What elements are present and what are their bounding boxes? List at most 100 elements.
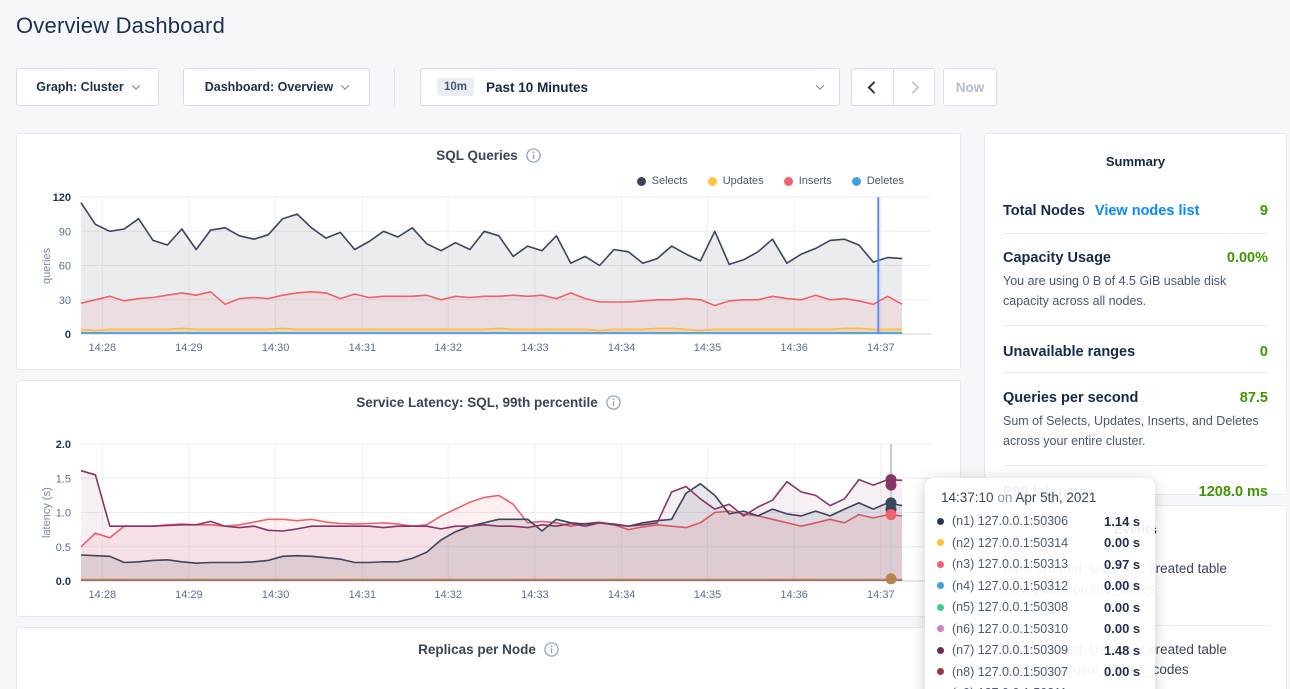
svg-text:0: 0 (65, 329, 71, 341)
service-latency-chart[interactable]: 0.0 0.5 1.0 1.5 2.0 14:28 14:29 14:30 14:31 14:32… (17, 381, 962, 618)
time-next-button[interactable] (893, 69, 934, 105)
total-nodes-label: Total Nodes (1003, 203, 1085, 219)
time-range-dropdown[interactable]: 10m Past 10 Minutes (420, 68, 840, 106)
node-address: (n7) 127.0.0.1:50309 (952, 643, 1069, 657)
unavailable-ranges-label: Unavailable ranges (1003, 344, 1136, 360)
service-latency-title: Service Latency: SQL, 99th percentile (356, 395, 598, 410)
node-color-dot (937, 646, 944, 654)
svg-text:14:30: 14:30 (262, 589, 290, 601)
svg-text:2.0: 2.0 (56, 439, 71, 451)
node-address: (n6) 127.0.0.1:50310 (952, 621, 1069, 636)
time-nav-group (851, 68, 935, 106)
legend-item-inserts: Inserts (783, 175, 832, 187)
legend-item-updates: Updates (707, 175, 764, 187)
capacity-usage-value: 0.00% (1226, 250, 1268, 266)
hover-tooltip-rows: (n1) 127.0.0.1:50306 1.14 s (n2) 127.0.0.1… (925, 512, 1155, 689)
node-color-dot (937, 539, 944, 546)
time-prev-button[interactable] (852, 69, 893, 105)
tooltip-node-row: (n1) 127.0.0.1:50306 1.14 s (925, 512, 1155, 530)
p99-latency-value: 1208.0 ms (1198, 484, 1268, 500)
svg-text:14:37: 14:37 (867, 589, 895, 601)
node-color-dot (937, 582, 944, 589)
capacity-usage-label: Capacity Usage (1003, 250, 1111, 266)
svg-text:0.0: 0.0 (56, 576, 71, 588)
legend-item-selects: Selects (636, 175, 688, 187)
chevron-down-icon (815, 81, 825, 90)
dashboard-dropdown[interactable]: Dashboard: Overview (183, 68, 370, 106)
tooltip-node-row: (n3) 127.0.0.1:50313 0.97 s (925, 555, 1155, 573)
qps-value: 87.5 (1239, 390, 1268, 406)
tooltip-node-row: (n4) 127.0.0.1:50312 0.00 s (925, 577, 1155, 595)
node-latency-value: 0.00 s (1104, 664, 1141, 679)
hover-tooltip: 14:37:10 on Apr 5th, 2021 (n1) 127.0.0.1… (925, 478, 1155, 689)
qps-description: Sum of Selects, Updates, Inserts, and De… (1003, 414, 1259, 448)
info-icon[interactable] (606, 395, 621, 410)
svg-text:1.5: 1.5 (56, 473, 71, 485)
sql-queries-card: SQL Queries Selects Updates Inserts Deletes… (16, 133, 961, 370)
node-color-dot (937, 603, 944, 611)
svg-text:14:35: 14:35 (694, 342, 722, 354)
node-address: (n1) 127.0.0.1:50306 (952, 514, 1069, 528)
sql-queries-legend: Selects Updates Inserts Deletes (636, 175, 904, 187)
legend-dot (783, 176, 793, 186)
summary-title: Summary (1105, 154, 1166, 169)
svg-text:14:37: 14:37 (867, 342, 895, 354)
svg-text:14:34: 14:34 (608, 342, 636, 354)
graph-dropdown[interactable]: Graph: Cluster (16, 68, 159, 106)
tooltip-date: Apr 5th, 2021 (1015, 490, 1097, 505)
svg-text:0.5: 0.5 (56, 542, 71, 554)
node-latency-value: 1.48 s (1104, 642, 1141, 658)
dashboard-dropdown-label: Dashboard: Overview (204, 80, 334, 94)
svg-text:14:36: 14:36 (780, 342, 808, 354)
chevron-right-icon (906, 80, 919, 94)
legend-label: Updates (722, 175, 764, 187)
legend-dot (636, 176, 646, 186)
tooltip-node-row: (n5) 127.0.0.1:50308 0.00 s (925, 598, 1155, 616)
chevron-down-icon (131, 81, 140, 90)
controls-divider (394, 68, 395, 106)
sql-queries-chart[interactable]: 0 30 60 90 120 14:28 14:29 14:30 14:31 14:32 14:33… (17, 134, 962, 371)
svg-text:14:31: 14:31 (349, 589, 377, 601)
node-latency-value: 0.00 s (1104, 599, 1141, 615)
qps-label: Queries per second (1003, 390, 1139, 406)
svg-text:14:32: 14:32 (434, 342, 462, 354)
svg-text:90: 90 (59, 226, 71, 238)
tooltip-node-row: (n9) 127.0.0.1:503110.00 s (925, 684, 1155, 689)
node-latency-value: 1.14 s (1104, 513, 1141, 529)
replicas-per-node-card: Replicas per Node (16, 627, 961, 689)
service-latency-card: Service Latency: SQL, 99th percentile la… (16, 380, 961, 617)
legend-label: Inserts (798, 175, 832, 187)
svg-text:14:29: 14:29 (175, 342, 203, 354)
sql-queries-title: SQL Queries (436, 148, 518, 163)
node-latency-value: 0.00 s (1104, 686, 1140, 689)
svg-text:14:33: 14:33 (521, 342, 549, 354)
svg-text:14:34: 14:34 (608, 589, 636, 601)
view-nodes-list-link[interactable]: View nodes list (1094, 203, 1200, 219)
tooltip-time: 14:37:10 (941, 490, 994, 505)
graph-dropdown-label: Graph: Cluster (36, 80, 124, 94)
svg-text:30: 30 (59, 295, 71, 307)
svg-text:60: 60 (59, 261, 71, 273)
node-color-dot (937, 560, 944, 568)
node-latency-value: 0.00 s (1104, 535, 1141, 550)
svg-text:14:30: 14:30 (262, 342, 290, 354)
info-icon[interactable] (526, 148, 541, 163)
node-latency-value: 0.97 s (1104, 556, 1141, 572)
info-icon[interactable] (544, 642, 559, 657)
svg-text:120: 120 (53, 192, 71, 204)
divider (1003, 465, 1268, 466)
node-color-dot (937, 668, 944, 675)
total-nodes-value: 9 (1259, 203, 1268, 219)
node-latency-value: 0.00 s (1104, 578, 1141, 593)
svg-text:14:28: 14:28 (89, 589, 117, 601)
node-address: (n5) 127.0.0.1:50308 (952, 600, 1069, 614)
tooltip-node-row: (n7) 127.0.0.1:50309 1.48 s (925, 641, 1155, 659)
legend-item-deletes: Deletes (851, 175, 904, 187)
now-button[interactable]: Now (943, 68, 997, 106)
node-address: (n4) 127.0.0.1:50312 (952, 578, 1069, 593)
node-color-dot (937, 517, 944, 525)
svg-text:14:36: 14:36 (780, 589, 808, 601)
node-latency-value: 0.00 s (1104, 621, 1141, 636)
node-address: (n2) 127.0.0.1:50314 (952, 535, 1069, 550)
